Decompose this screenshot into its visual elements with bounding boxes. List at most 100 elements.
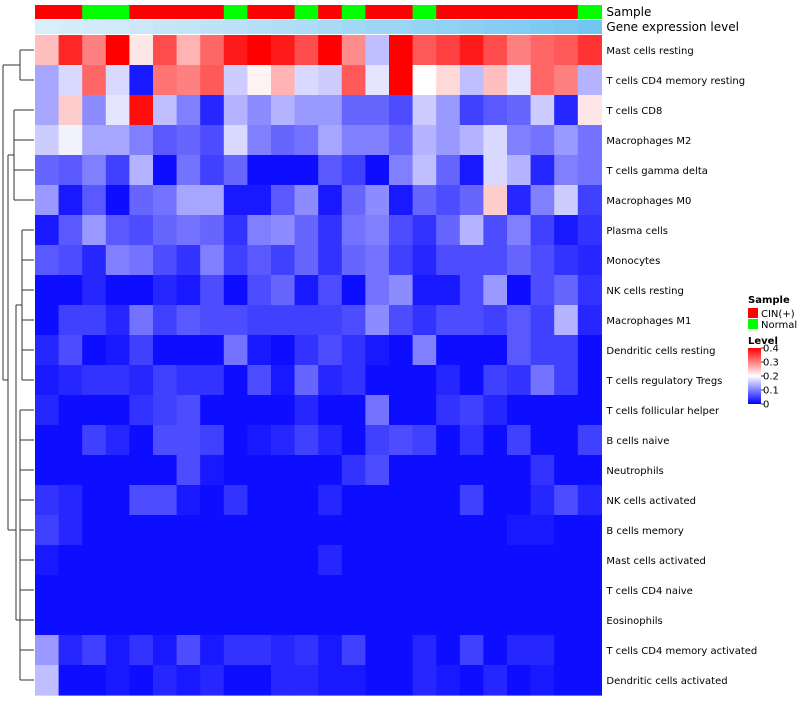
heatmap-cell	[271, 635, 296, 666]
heatmap-cell	[483, 155, 508, 186]
heatmap-cell	[341, 635, 366, 666]
heatmap-cell	[577, 515, 602, 546]
heatmap-cell	[223, 635, 248, 666]
row-label: Dendritic cells activated	[606, 676, 727, 687]
heatmap-cell	[82, 245, 107, 276]
heatmap-cell	[483, 395, 508, 426]
heatmap-cell	[35, 575, 60, 606]
heatmap-cell	[483, 35, 508, 66]
heatmap-cell	[459, 605, 484, 636]
heatmap-cell	[436, 665, 461, 696]
heatmap-cell	[436, 425, 461, 456]
heatmap-cell	[35, 215, 60, 246]
heatmap-cell	[341, 485, 366, 516]
heatmap-cell	[247, 575, 272, 606]
heatmap-cell	[507, 455, 532, 486]
heatmap-cell	[530, 485, 555, 516]
heatmap-cell	[507, 335, 532, 366]
heatmap-cell	[577, 215, 602, 246]
heatmap-cell	[530, 245, 555, 276]
heatmap-cell	[507, 425, 532, 456]
heatmap-cell	[129, 65, 154, 96]
heatmap-cell	[129, 335, 154, 366]
heatmap-cell	[294, 275, 319, 306]
heatmap-cell	[294, 305, 319, 336]
heatmap-cell	[436, 275, 461, 306]
heatmap-cell	[129, 275, 154, 306]
heatmap-cell	[318, 155, 343, 186]
heatmap-cell	[200, 605, 225, 636]
heatmap-cell	[436, 245, 461, 276]
heatmap-cell	[507, 635, 532, 666]
heatmap-cell	[176, 335, 201, 366]
heatmap-cell	[530, 305, 555, 336]
heatmap-cell	[153, 155, 178, 186]
heatmap-cell	[483, 215, 508, 246]
heatmap-cell	[176, 245, 201, 276]
heatmap-cell	[436, 335, 461, 366]
heatmap-cell	[530, 395, 555, 426]
legend-level-tick-label: 0.1	[763, 386, 779, 397]
heatmap-cell	[530, 605, 555, 636]
heatmap-cell	[105, 245, 130, 276]
heatmap-cell	[459, 155, 484, 186]
heatmap-cell	[176, 125, 201, 156]
heatmap-cell	[105, 485, 130, 516]
heatmap-cell	[389, 455, 414, 486]
heatmap-cell	[35, 545, 60, 576]
heatmap-cell	[35, 425, 60, 456]
heatmap-cell	[436, 95, 461, 126]
heatmap-cell	[577, 635, 602, 666]
heatmap-cell	[223, 425, 248, 456]
track-0-cell-5	[153, 5, 178, 19]
heatmap-cell	[223, 185, 248, 216]
heatmap-cell	[176, 95, 201, 126]
heatmap-cell	[129, 635, 154, 666]
heatmap-cell	[483, 65, 508, 96]
heatmap-cell	[105, 395, 130, 426]
heatmap-cell	[82, 515, 107, 546]
heatmap-cell	[82, 665, 107, 696]
heatmap-cell	[507, 155, 532, 186]
heatmap-cell	[365, 605, 390, 636]
heatmap-cell	[318, 185, 343, 216]
heatmap-cell	[271, 215, 296, 246]
heatmap-cell	[483, 275, 508, 306]
heatmap-cell	[294, 365, 319, 396]
heatmap-cell	[554, 215, 579, 246]
heatmap-cell	[271, 185, 296, 216]
track-0-cell-12	[318, 5, 343, 19]
heatmap-cell	[82, 425, 107, 456]
heatmap-cell	[247, 35, 272, 66]
heatmap-cell	[153, 635, 178, 666]
heatmap-cell	[341, 125, 366, 156]
heatmap-cell	[105, 35, 130, 66]
heatmap-cell	[389, 485, 414, 516]
track-0-cell-10	[271, 5, 296, 19]
heatmap-cell	[341, 35, 366, 66]
track-0-cell-4	[129, 5, 154, 19]
heatmap-cell	[554, 395, 579, 426]
heatmap-cell	[247, 185, 272, 216]
heatmap-cell	[341, 275, 366, 306]
heatmap-cell	[365, 185, 390, 216]
heatmap-cell	[294, 515, 319, 546]
heatmap-cell	[507, 125, 532, 156]
heatmap-cell	[365, 215, 390, 246]
heatmap-cell	[459, 665, 484, 696]
track-0-cell-21	[530, 5, 555, 19]
heatmap-cell	[200, 65, 225, 96]
heatmap-cell	[365, 335, 390, 366]
heatmap-cell	[294, 155, 319, 186]
heatmap-cell	[200, 635, 225, 666]
heatmap-cell	[200, 575, 225, 606]
heatmap-cell	[507, 275, 532, 306]
heatmap-cell	[483, 635, 508, 666]
heatmap-cell	[200, 275, 225, 306]
heatmap-cell	[365, 365, 390, 396]
heatmap-cell	[35, 455, 60, 486]
heatmap-cell	[129, 185, 154, 216]
heatmap-cell	[200, 455, 225, 486]
heatmap-cell	[176, 215, 201, 246]
heatmap-cell	[341, 455, 366, 486]
